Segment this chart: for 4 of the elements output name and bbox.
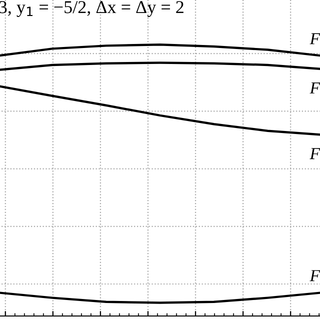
series-label: F [310,270,320,282]
series-label: F [310,33,320,44]
series-label: F [310,82,320,94]
series-label: F [310,148,320,160]
